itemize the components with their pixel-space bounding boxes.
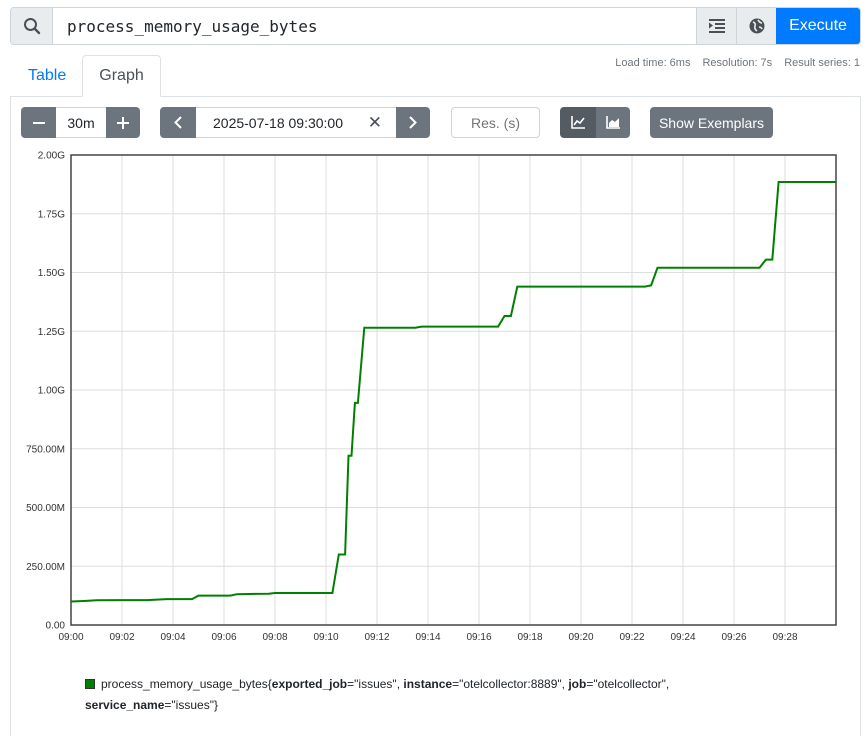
clear-time-icon[interactable]: ✕ — [367, 112, 382, 132]
plus-icon — [117, 116, 129, 129]
y-tick-label: 500.00M — [26, 503, 65, 514]
y-tick-label: 2.00G — [38, 151, 65, 162]
search-icon — [11, 8, 53, 44]
area-chart-icon — [606, 116, 620, 129]
legend-label-value: "otelcollector:8889" — [459, 677, 562, 691]
legend: process_memory_usage_bytes{exported_job=… — [85, 677, 670, 712]
x-tick-label: 09:04 — [160, 632, 185, 643]
x-tick-label: 09:10 — [313, 632, 338, 643]
tab-table[interactable]: Table — [28, 67, 67, 84]
legend-label-key: service_name — [85, 698, 165, 712]
execute-button[interactable]: Execute — [776, 8, 860, 44]
legend-sep: , — [665, 677, 670, 691]
graph-panel — [10, 96, 861, 736]
y-tick-label: 1.75G — [38, 209, 65, 220]
x-tick-label: 09:28 — [772, 632, 797, 643]
x-tick-label: 09:24 — [670, 632, 695, 643]
stacked-chart-button[interactable] — [596, 107, 630, 138]
minus-icon — [32, 121, 45, 124]
legend-label-value: "otelcollector" — [593, 677, 666, 691]
metrics-explorer-button[interactable] — [736, 8, 776, 44]
end-time-input[interactable]: 2025-07-18 09:30:00 — [213, 114, 343, 131]
load-time: Load time: 6ms — [615, 57, 691, 69]
resolution-input[interactable] — [451, 107, 540, 138]
resolution-stat: Resolution: 7s — [702, 57, 773, 69]
x-tick-label: 09:18 — [517, 632, 542, 643]
legend-sep: , — [396, 677, 404, 691]
decrease-range-button[interactable] — [21, 107, 56, 138]
format-expression-button[interactable] — [696, 8, 736, 44]
legend-open-brace: { — [267, 677, 272, 691]
legend-label-key: exported_job — [271, 677, 348, 691]
range-control: 30m — [21, 107, 140, 138]
y-tick-label: 750.00M — [26, 444, 65, 455]
legend-label-value: "issues" — [354, 677, 397, 691]
line-chart-icon — [571, 116, 585, 129]
expression-input[interactable] — [53, 8, 696, 44]
x-tick-label: 09:08 — [262, 632, 287, 643]
x-tick-label: 09:26 — [721, 632, 746, 643]
x-tick-label: 09:20 — [568, 632, 593, 643]
y-tick-label: 1.25G — [38, 327, 65, 338]
x-tick-label: 09:12 — [364, 632, 389, 643]
x-tick-label: 09:00 — [58, 632, 83, 643]
legend-sep: , — [561, 677, 569, 691]
legend-metric: process_memory_usage_bytes — [101, 677, 268, 691]
globe-icon — [749, 18, 764, 34]
format-icon — [708, 19, 725, 33]
plot-frame — [70, 154, 837, 626]
y-tick-label: 1.00G — [38, 386, 65, 397]
chart-type-toggle — [560, 107, 630, 138]
x-tick-label: 09:16 — [466, 632, 491, 643]
end-time-control: 2025-07-18 09:30:00 ✕ — [160, 107, 430, 138]
legend-label-key: job — [568, 677, 587, 691]
x-tick-label: 09:14 — [415, 632, 440, 643]
query-bar: Execute — [10, 7, 861, 45]
unstacked-chart-button[interactable] — [560, 107, 596, 138]
legend-label-value: "issues" — [171, 698, 214, 712]
chevron-right-icon — [409, 116, 417, 129]
legend-label-key: instance — [403, 677, 453, 691]
x-tick-label: 09:22 — [619, 632, 644, 643]
y-tick-label: 0.00 — [46, 621, 66, 632]
legend-swatch[interactable] — [85, 679, 95, 689]
tab-graph[interactable]: Graph — [82, 55, 161, 97]
query-stats: Load time: 6ms Resolution: 7s Result ser… — [615, 57, 860, 69]
x-tick-label: 09:06 — [211, 632, 236, 643]
y-tick-label: 1.50G — [38, 268, 65, 279]
next-time-button[interactable] — [396, 107, 430, 138]
y-tick-label: 250.00M — [26, 562, 65, 573]
chevron-left-icon — [174, 116, 182, 129]
x-tick-label: 09:02 — [109, 632, 134, 643]
memory-usage-chart: 0.00 250.00M 500.00M 750.00M 1.00G 1.25G 1.50G… — [26, 151, 837, 643]
range-input[interactable]: 30m — [56, 107, 106, 138]
result-series: Result series: 1 — [784, 57, 860, 69]
previous-time-button[interactable] — [160, 107, 196, 138]
legend-close-brace: } — [213, 698, 218, 712]
increase-range-button[interactable] — [106, 107, 140, 138]
show-exemplars-button[interactable]: Show Exemplars — [650, 107, 773, 138]
series-line — [70, 181, 836, 603]
